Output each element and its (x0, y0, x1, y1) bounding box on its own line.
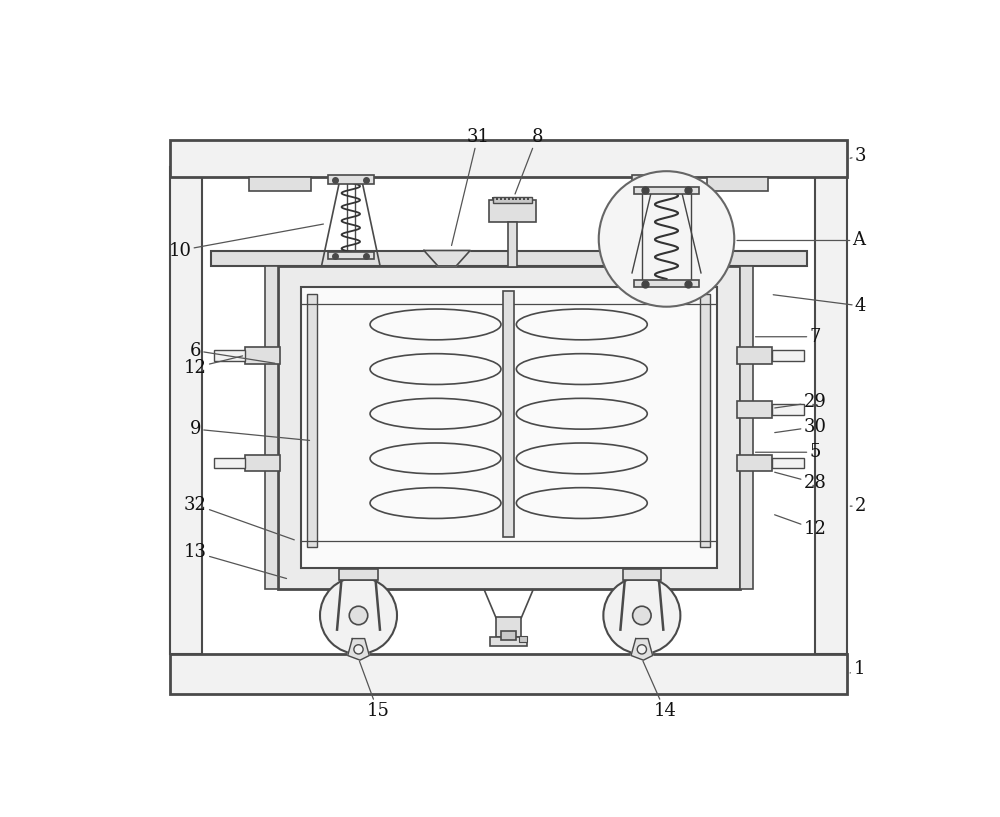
Text: 15: 15 (359, 661, 389, 720)
Ellipse shape (370, 488, 501, 519)
Text: 2: 2 (850, 497, 866, 516)
Text: 13: 13 (184, 543, 287, 578)
Text: 12: 12 (184, 356, 243, 377)
Bar (740, 266, 753, 589)
Bar (245, 454, 280, 471)
Bar (170, 167, 202, 654)
Bar (623, 569, 661, 580)
Text: 30: 30 (775, 417, 827, 435)
Ellipse shape (370, 309, 501, 340)
Bar (508, 222, 517, 266)
Text: 32: 32 (184, 496, 294, 540)
Text: 29: 29 (775, 393, 827, 411)
Bar (501, 631, 516, 641)
Bar (772, 350, 804, 360)
Bar (634, 186, 699, 194)
Text: 31: 31 (452, 127, 489, 245)
Bar (328, 252, 374, 259)
Bar (328, 175, 374, 184)
Ellipse shape (516, 309, 647, 340)
Text: 5: 5 (756, 444, 821, 462)
Bar (772, 458, 804, 468)
Ellipse shape (370, 399, 501, 429)
Bar (170, 654, 847, 694)
Text: 9: 9 (190, 420, 310, 440)
Bar (265, 266, 278, 589)
Ellipse shape (516, 399, 647, 429)
Bar (493, 197, 532, 203)
Ellipse shape (516, 354, 647, 385)
Bar (489, 200, 536, 222)
Bar (211, 251, 807, 266)
Bar (815, 167, 847, 654)
Bar (170, 141, 847, 177)
Bar (634, 279, 699, 288)
Ellipse shape (516, 488, 647, 519)
Bar (700, 293, 710, 547)
Bar (214, 458, 245, 468)
Polygon shape (348, 639, 369, 660)
Bar (307, 293, 317, 547)
Bar (519, 636, 527, 641)
Text: 28: 28 (775, 472, 827, 492)
Polygon shape (424, 251, 470, 266)
Bar (496, 617, 521, 637)
Bar (632, 252, 678, 259)
Circle shape (637, 645, 646, 654)
Ellipse shape (516, 443, 647, 474)
Text: 1: 1 (850, 660, 865, 678)
Text: 7: 7 (756, 328, 821, 346)
Text: 6: 6 (190, 342, 275, 364)
Bar (214, 350, 245, 360)
Circle shape (354, 645, 363, 654)
Bar (249, 177, 311, 191)
Bar (632, 175, 678, 184)
Text: A: A (737, 231, 866, 249)
Text: 10: 10 (168, 224, 323, 260)
Text: 3: 3 (850, 147, 866, 165)
Bar (490, 637, 527, 646)
Text: 14: 14 (643, 661, 676, 720)
Circle shape (599, 172, 734, 306)
Bar (278, 266, 740, 589)
Circle shape (603, 577, 680, 654)
Text: 12: 12 (775, 515, 827, 538)
Bar (245, 346, 280, 364)
Text: 8: 8 (515, 127, 543, 194)
Bar (339, 569, 378, 580)
Bar (737, 400, 772, 417)
Ellipse shape (370, 443, 501, 474)
Circle shape (320, 577, 397, 654)
Bar (707, 177, 768, 191)
Polygon shape (631, 639, 653, 660)
Bar (772, 404, 804, 414)
Bar (503, 292, 514, 537)
Bar (737, 346, 772, 364)
Circle shape (349, 606, 368, 625)
Bar (301, 288, 717, 568)
Bar (737, 454, 772, 471)
Text: 4: 4 (773, 295, 866, 315)
Circle shape (633, 606, 651, 625)
Ellipse shape (370, 354, 501, 385)
